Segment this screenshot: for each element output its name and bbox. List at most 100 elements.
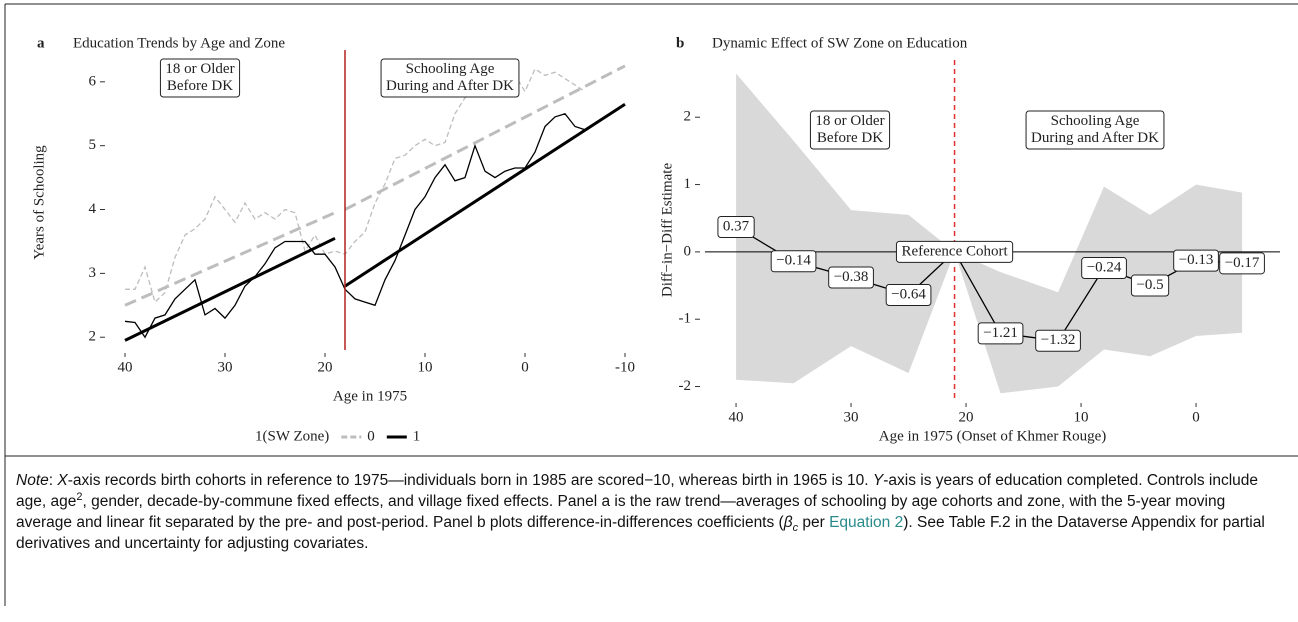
legend-label: 0: [367, 428, 375, 444]
value-label-text: −0.14: [776, 253, 811, 269]
x-tick-label: 10: [418, 359, 433, 375]
value-label: −1.32: [1035, 329, 1081, 352]
value-label-box: [1219, 252, 1265, 275]
note-text: -axis records birth cohorts in reference…: [67, 472, 873, 489]
note-text: -axis is years of education completed. C…: [16, 472, 1259, 510]
value-label-text: −1.32: [1041, 332, 1076, 348]
confidence-band: [736, 73, 1243, 394]
fit-line: [124, 211, 336, 307]
raw-line: [125, 68, 586, 304]
legend-label: 1: [413, 428, 421, 444]
value-label: −0.13: [1173, 249, 1219, 272]
value-label: 0.37: [717, 215, 755, 238]
y-tick-label: -2: [679, 378, 692, 394]
reference-label-text: Reference Cohort: [901, 243, 1008, 259]
value-label-text: −1.21: [983, 325, 1018, 341]
x-tick-label: 20: [959, 409, 974, 425]
fit-line: [124, 236, 336, 342]
value-label-text: 0.37: [723, 218, 750, 234]
y-axis-title: Diff−in−Diff Estimate: [659, 163, 675, 298]
value-label-box: [828, 266, 874, 289]
value-label-box: [885, 283, 932, 306]
value-label-text: −0.38: [834, 269, 869, 285]
value-label-box: [717, 215, 755, 238]
x-axis-title: Age in 1975: [333, 388, 407, 404]
value-label: −0.5: [1130, 274, 1170, 297]
note-text: β: [783, 514, 793, 531]
value-label-box: [1035, 329, 1081, 352]
value-label-box: [977, 322, 1024, 345]
value-label: −0.24: [1081, 257, 1127, 280]
panel-title: Dynamic Effect of SW Zone on Education: [712, 35, 968, 51]
x-tick-label: -10: [615, 359, 635, 375]
x-tick-label: 40: [118, 359, 133, 375]
reference-label: Reference Cohort: [895, 240, 1014, 263]
x-tick-label: 30: [844, 409, 859, 425]
y-axis-title: Years of Schooling: [31, 145, 47, 260]
x-tick-label: 0: [521, 359, 529, 375]
annotation-box: [380, 58, 520, 98]
panel-title: Education Trends by Age and Zone: [73, 35, 285, 51]
value-label: −0.64: [885, 283, 932, 306]
note-text: per: [798, 514, 830, 531]
annotation-text: During and After DK: [386, 78, 514, 94]
x-tick-label: 20: [318, 359, 333, 375]
annotation-text: Schooling Age: [1051, 113, 1140, 129]
x-tick-label: 30: [218, 359, 233, 375]
value-label: −0.14: [770, 250, 817, 273]
annotation-text: Schooling Age: [406, 61, 495, 77]
annotation-box: [159, 58, 241, 98]
y-tick-label: 2: [89, 329, 97, 345]
x-axis-title: Age in 1975 (Onset of Khmer Rouge): [879, 428, 1106, 444]
note-text: c: [792, 522, 799, 535]
y-tick-label: 6: [89, 73, 97, 89]
value-label: −0.38: [828, 266, 874, 289]
annotation-text: 18 or Older: [815, 113, 884, 129]
value-label-box: [770, 250, 817, 273]
value-label: −0.17: [1219, 252, 1265, 275]
y-tick-label: 1: [684, 176, 692, 192]
value-label-box: [1173, 249, 1219, 272]
note-text: :: [48, 472, 58, 489]
annotation-box: [809, 110, 891, 150]
note-text: Note: [16, 472, 49, 489]
x-tick-label: 10: [1074, 409, 1089, 425]
annotation-text: During and After DK: [1031, 130, 1159, 146]
panel-letter: b: [676, 35, 684, 51]
value-label-box: [1130, 274, 1170, 297]
value-label-text: −0.17: [1225, 255, 1260, 271]
reference-label-box: [895, 240, 1014, 263]
annotation-text: Before DK: [167, 78, 233, 94]
y-tick-label: 0: [684, 243, 692, 259]
value-label-text: −0.64: [891, 286, 926, 302]
y-tick-label: 2: [684, 109, 692, 125]
raw-line: [124, 112, 586, 339]
y-tick-label: 5: [89, 137, 97, 153]
x-tick-label: 40: [729, 409, 744, 425]
note-text: Y: [872, 472, 884, 489]
value-label-text: −0.13: [1179, 252, 1214, 268]
fit-line: [344, 64, 626, 211]
note-text: 2: [76, 490, 83, 503]
note: Note: X-axis records birth cohorts in re…: [16, 470, 1284, 554]
annotation-text: 18 or Older: [165, 61, 234, 77]
note-text[interactable]: Equation 2: [829, 514, 904, 531]
value-label-text: −0.5: [1136, 277, 1163, 293]
note-text: , gender, decade-by-commune fixed effect…: [16, 493, 1226, 531]
annotation-text: Before DK: [817, 130, 883, 146]
y-tick-label: 4: [89, 201, 97, 217]
x-tick-label: 0: [1192, 409, 1200, 425]
value-label-text: −0.24: [1087, 259, 1122, 275]
note-text: X: [57, 472, 68, 489]
value-label: −1.21: [977, 322, 1024, 345]
note-text: ). See Table F.2 in the Dataverse Append…: [16, 514, 1265, 552]
y-tick-label: 3: [89, 265, 97, 281]
fit-line: [344, 102, 626, 288]
y-tick-label: -1: [679, 311, 692, 327]
